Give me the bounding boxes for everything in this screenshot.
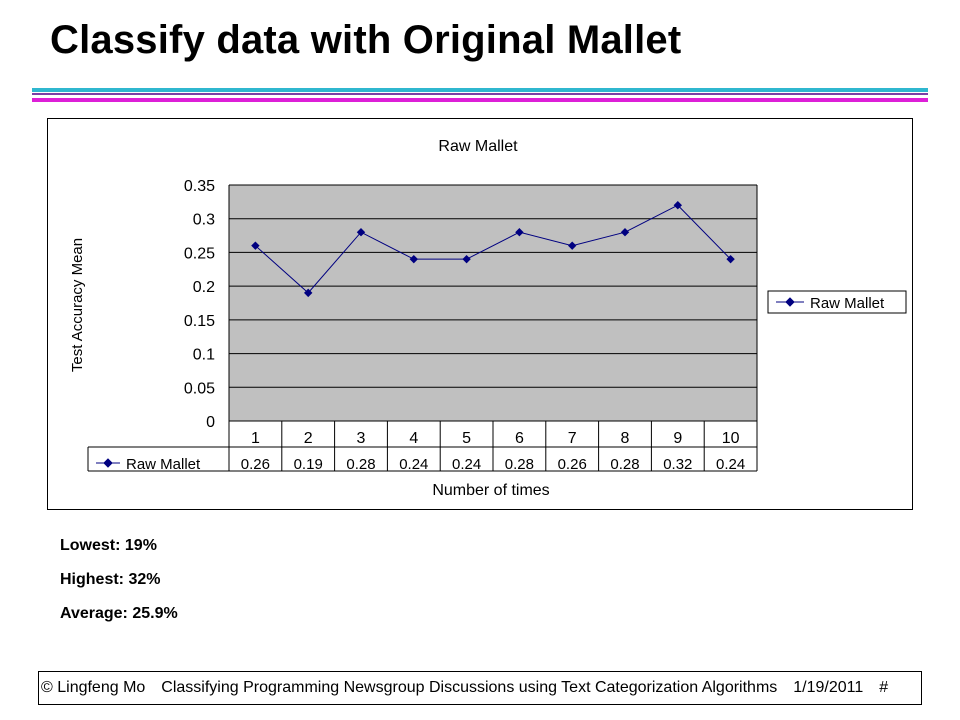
data-point [567, 241, 577, 250]
title-rule-magenta [32, 98, 928, 102]
stat-lowest: Lowest: 19% [60, 537, 157, 554]
footer-page-number: # [879, 679, 889, 696]
x-tick-label: 9 [673, 430, 682, 447]
chart-title: Raw Mallet [438, 138, 518, 155]
data-table-value: 0.19 [294, 456, 323, 473]
y-axis-label: Test Accuracy Mean [69, 238, 86, 372]
title-rule-cyan [32, 88, 928, 92]
data-table-value: 0.28 [505, 456, 534, 473]
data-table-value: 0.32 [663, 456, 692, 473]
line-chart: Raw Mallet Test Accuracy Mean Number of … [69, 138, 907, 499]
data-table-value: 0.24 [716, 456, 745, 473]
y-tick-labels: 0 0.05 0.1 0.15 0.2 0.25 0.3 0.35 [184, 178, 215, 431]
stat-highest: Highest: 32% [60, 571, 161, 588]
title-rule-purple [32, 93, 928, 95]
y-tick-label: 0.35 [184, 178, 215, 195]
series-line [255, 204, 731, 294]
x-axis-label: Number of times [432, 482, 549, 499]
data-table-value: 0.28 [346, 456, 375, 473]
y-tick-label: 0.3 [193, 212, 215, 229]
footer-author: © Lingfeng Mo [41, 679, 146, 696]
slide-title: Classify data with Original Mallet [50, 18, 682, 62]
x-tick-label: 5 [462, 430, 471, 447]
plot-area [229, 185, 757, 421]
data-point [462, 254, 471, 264]
data-point [515, 227, 524, 237]
grid-lines [228, 184, 758, 422]
data-table-value: 0.26 [558, 456, 587, 473]
data-point [673, 201, 683, 210]
data-table-value: 0.24 [399, 456, 428, 473]
data-table-value: 0.28 [610, 456, 639, 473]
series-raw-mallet [251, 201, 735, 298]
x-tick-label: 1 [251, 430, 260, 447]
y-tick-label: 0.15 [184, 313, 215, 330]
legend-label: Raw Mallet [810, 295, 885, 312]
data-point [251, 241, 260, 250]
data-table: 1 2 3 4 5 6 7 8 9 10 Raw Mallet 0.26 0.19 0.28 0.24 0.2… [87, 421, 758, 473]
y-tick-label: 0.1 [193, 347, 215, 364]
x-tick-label: 4 [409, 430, 418, 447]
x-tick-label: 10 [722, 430, 740, 447]
stat-average: Average: 25.9% [60, 605, 178, 622]
x-tick-label: 8 [621, 430, 630, 447]
data-point [620, 227, 630, 237]
x-tick-label: 7 [568, 430, 577, 447]
data-table-value: 0.24 [452, 456, 481, 473]
legend-box [767, 290, 907, 314]
data-point [303, 288, 313, 298]
y-tick-label: 0.05 [184, 380, 215, 397]
x-tick-label: 6 [515, 430, 524, 447]
x-tick-label: 3 [357, 430, 366, 447]
data-table-value: 0.26 [241, 456, 270, 473]
legend: Raw Mallet [767, 290, 907, 314]
y-tick-label: 0.25 [184, 245, 215, 262]
y-tick-label: 0 [206, 414, 215, 431]
data-point [726, 254, 735, 264]
legend-marker [785, 297, 795, 307]
footer-subtitle: Classifying Programming Newsgroup Discus… [161, 679, 778, 696]
footer-date: 1/19/2011 [793, 679, 864, 696]
x-tick-label: 2 [304, 430, 313, 447]
summary-stats: Lowest: 19% Highest: 32% Average: 25.9% [60, 536, 178, 638]
data-point [356, 227, 366, 237]
table-series-name: Raw Mallet [126, 456, 201, 473]
y-tick-label: 0.2 [193, 279, 215, 296]
slide-footer: © Lingfeng Mo Classifying Programming Ne… [38, 671, 922, 705]
chart-frame: Raw Mallet Test Accuracy Mean Number of … [47, 118, 913, 510]
data-point [409, 254, 419, 264]
